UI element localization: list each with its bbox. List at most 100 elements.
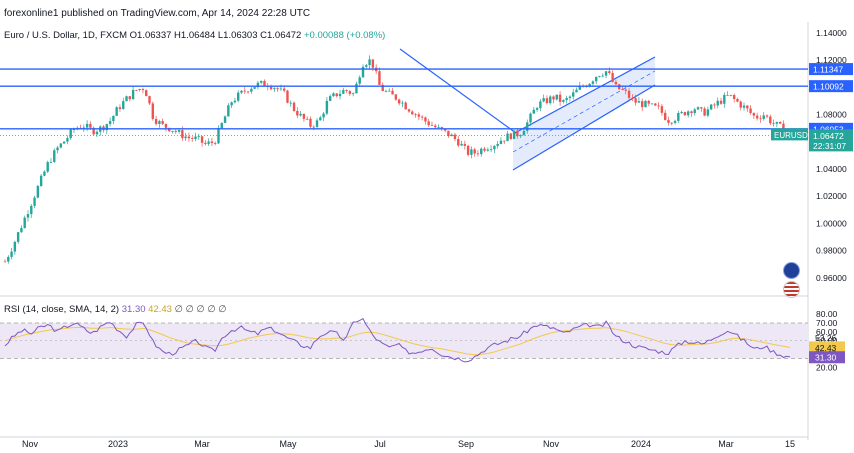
candle-body <box>463 143 467 146</box>
level-badge-label: 1.10092 <box>813 82 844 92</box>
candle-body <box>453 134 457 140</box>
candle-body <box>13 241 17 252</box>
candle-body <box>328 96 332 101</box>
candle-body <box>601 75 604 77</box>
candle-body <box>499 140 503 145</box>
candle-body <box>338 93 342 97</box>
rsi-sma-current: 42.43 <box>148 304 172 315</box>
candle-body <box>696 107 700 110</box>
time-axis-label: Jul <box>374 439 386 449</box>
rsi-tick-label: 80.00 <box>816 309 838 319</box>
candle-body <box>690 111 693 114</box>
candle-body <box>7 256 10 262</box>
rsi-header: RSI (14, close, SMA, 14, 2) 31.30 42.43 … <box>4 304 227 315</box>
countdown-label: 22:31:07 <box>813 141 846 151</box>
candle-body <box>604 71 608 76</box>
candle-body <box>417 114 421 117</box>
time-axis-label: 15 <box>785 439 795 449</box>
candle-body <box>503 140 506 142</box>
candle-body <box>667 119 670 123</box>
candle-body <box>92 127 95 135</box>
candle-body <box>108 121 112 125</box>
candle-body <box>466 145 470 155</box>
eu-flag-icon[interactable] <box>783 262 800 279</box>
candle-body <box>299 113 302 116</box>
candle-body <box>555 94 558 100</box>
candle-body <box>608 71 611 74</box>
candle-body <box>765 115 769 117</box>
time-axis-label: Mar <box>718 439 734 449</box>
price-tick-label: 1.04000 <box>816 164 847 174</box>
candle-body <box>154 118 158 124</box>
candle-body <box>700 107 703 109</box>
candle-body <box>223 116 227 123</box>
candle-body <box>634 98 637 103</box>
candle-body <box>237 92 240 101</box>
price-tick-label: 0.96000 <box>816 273 847 283</box>
symbol-badge-label: EURUSD <box>774 131 808 140</box>
rsi-tick-label: 70.00 <box>816 318 838 328</box>
rsi-empty-marks: ∅ ∅ ∅ ∅ ∅ <box>174 304 227 315</box>
candle-body <box>404 102 407 110</box>
candle-body <box>230 102 233 106</box>
candle-body <box>388 90 391 92</box>
candle-body <box>53 150 56 162</box>
candle-body <box>473 149 476 154</box>
candle-body <box>627 90 631 98</box>
candle-body <box>496 144 499 146</box>
candle-body <box>450 134 453 137</box>
candle-body <box>457 139 460 146</box>
candle-body <box>204 142 207 144</box>
time-axis-label: May <box>279 439 297 449</box>
candle-body <box>210 141 214 144</box>
candle-body <box>56 147 59 151</box>
candle-body <box>26 214 30 218</box>
candle-body <box>713 104 716 106</box>
candle-body <box>342 90 345 94</box>
candle-body <box>207 141 210 144</box>
time-axis-label: Sep <box>458 439 474 449</box>
level-badge <box>809 63 853 76</box>
candle-body <box>365 65 368 67</box>
candle-body <box>489 149 493 151</box>
candle-body <box>131 89 135 100</box>
candle-body <box>545 98 549 104</box>
candle-body <box>214 143 217 144</box>
candle-body <box>558 94 562 102</box>
symbol-info: Euro / U.S. Dollar, 1D, FXCM O1.06337 H1… <box>4 30 385 41</box>
time-axis-label: 2024 <box>631 439 651 449</box>
candle-body <box>568 96 572 99</box>
last-price-badge <box>809 129 853 152</box>
rsi-value-53: 53.26 <box>815 333 837 343</box>
candle-body <box>430 125 434 126</box>
price-tick-label: 1.14000 <box>816 28 847 38</box>
candle-body <box>227 105 230 117</box>
candle-body <box>309 118 312 127</box>
candle-body <box>161 121 164 124</box>
candle-body <box>470 149 473 155</box>
candle-body <box>43 171 46 176</box>
candle-body <box>302 113 306 119</box>
candle-body <box>312 126 315 128</box>
rsi-sma-badge: 42.43 <box>815 343 837 353</box>
candle-body <box>23 217 26 228</box>
candle-body <box>443 129 447 131</box>
rsi-badge-bg <box>809 351 845 364</box>
candle-body <box>460 143 463 146</box>
candle-body <box>493 145 496 150</box>
candle-body <box>644 100 647 108</box>
candle-body <box>719 100 723 104</box>
candle-body <box>401 102 404 104</box>
candle-body <box>716 100 719 106</box>
candle-body <box>164 123 168 128</box>
us-flag-icon[interactable] <box>783 281 800 298</box>
level-badge-label: 1.06953 <box>813 124 844 134</box>
candle-body <box>33 197 36 206</box>
candle-body <box>588 83 591 87</box>
level-badge-label: 1.11347 <box>813 65 843 75</box>
candle-body <box>535 108 539 110</box>
channel-mid-line <box>512 70 656 153</box>
candle-body <box>250 88 253 92</box>
candle-body <box>355 83 358 94</box>
symbol-badge <box>771 128 808 141</box>
